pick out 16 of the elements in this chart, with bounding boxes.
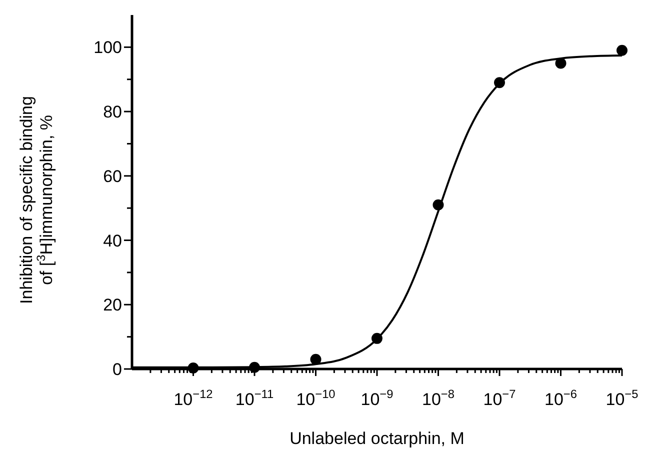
y-tick-label: 100 <box>94 38 122 58</box>
x-tick-label: 10$^{−8}$ <box>422 387 455 409</box>
x-tick-label: 10$^{−5}$ <box>606 387 639 409</box>
y-tick-label: 40 <box>103 231 122 250</box>
x-tick-label: 10$^{−12}$ <box>174 387 214 409</box>
point <box>616 44 628 56</box>
x-tick-label: 10$^{−6}$ <box>544 387 578 409</box>
x-tick-label: 10$^{−10}$ <box>296 387 336 409</box>
y-tick-label: 0 <box>112 360 122 379</box>
x-tick-label: 10$^{−11}$ <box>235 387 274 409</box>
x-tick-label: 10$^{−9}$ <box>360 387 394 409</box>
y-tick-label: 80 <box>103 102 122 122</box>
x-tick-label: 10$^{−7}$ <box>483 387 516 409</box>
y-tick-label: 20 <box>103 296 122 315</box>
x-axis-title: Unlabeled octarphin, M <box>290 429 464 448</box>
y-tick-label: 60 <box>103 166 122 186</box>
